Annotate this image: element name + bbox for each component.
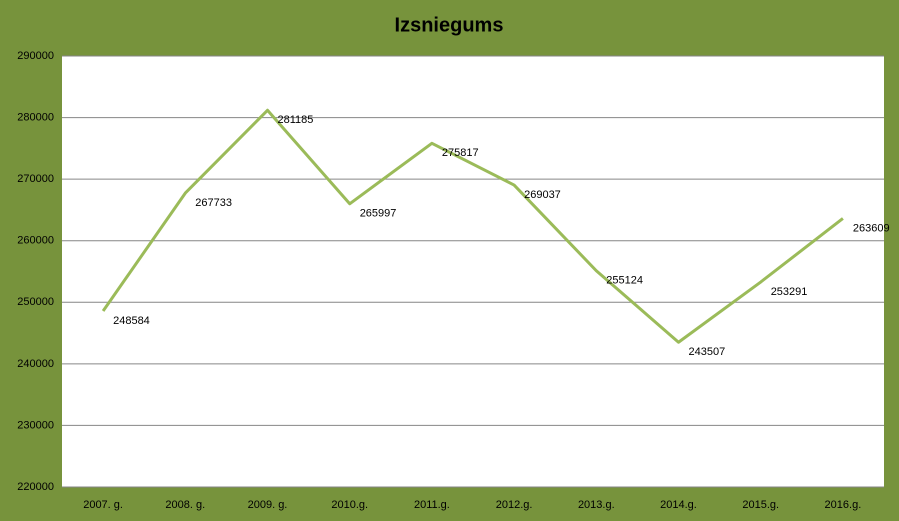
y-tick-label: 230000 — [17, 419, 54, 431]
x-tick-label: 2014.g. — [660, 499, 697, 511]
x-tick-label: 2011.g. — [414, 499, 450, 511]
data-label: 265997 — [360, 208, 397, 220]
data-label: 255124 — [606, 275, 643, 287]
y-tick-label: 270000 — [17, 173, 54, 185]
data-label: 267733 — [195, 197, 232, 209]
x-tick-label: 2010.g. — [331, 499, 368, 511]
y-tick-label: 240000 — [17, 358, 54, 370]
data-label: 281185 — [278, 114, 314, 126]
line — [101, 108, 844, 344]
y-tick-label: 280000 — [17, 111, 54, 123]
data-label: 253291 — [771, 286, 808, 298]
y-tick-label: 260000 — [17, 235, 54, 247]
y-tick-label: 290000 — [17, 50, 54, 62]
y-tick-label: 220000 — [17, 481, 54, 493]
data-label: 269037 — [524, 189, 561, 201]
data-label: 248584 — [113, 315, 150, 327]
x-tick-label: 2008. g. — [165, 499, 205, 511]
x-tick-label: 2007. g. — [83, 499, 123, 511]
x-tick-label: 2013.g. — [578, 499, 615, 511]
plot-area — [62, 56, 884, 487]
x-tick-label: 2016.g. — [825, 499, 862, 511]
data-label: 275817 — [442, 147, 479, 159]
x-tick-label: 2012.g. — [496, 499, 533, 511]
x-tick-label: 2009. g. — [248, 499, 288, 511]
y-tick-label: 250000 — [17, 296, 54, 308]
chart-title: Izsniegums — [395, 14, 504, 36]
data-label: 263609 — [853, 222, 890, 234]
x-tick-label: 2015.g. — [742, 499, 779, 511]
data-label: 243507 — [689, 346, 726, 358]
